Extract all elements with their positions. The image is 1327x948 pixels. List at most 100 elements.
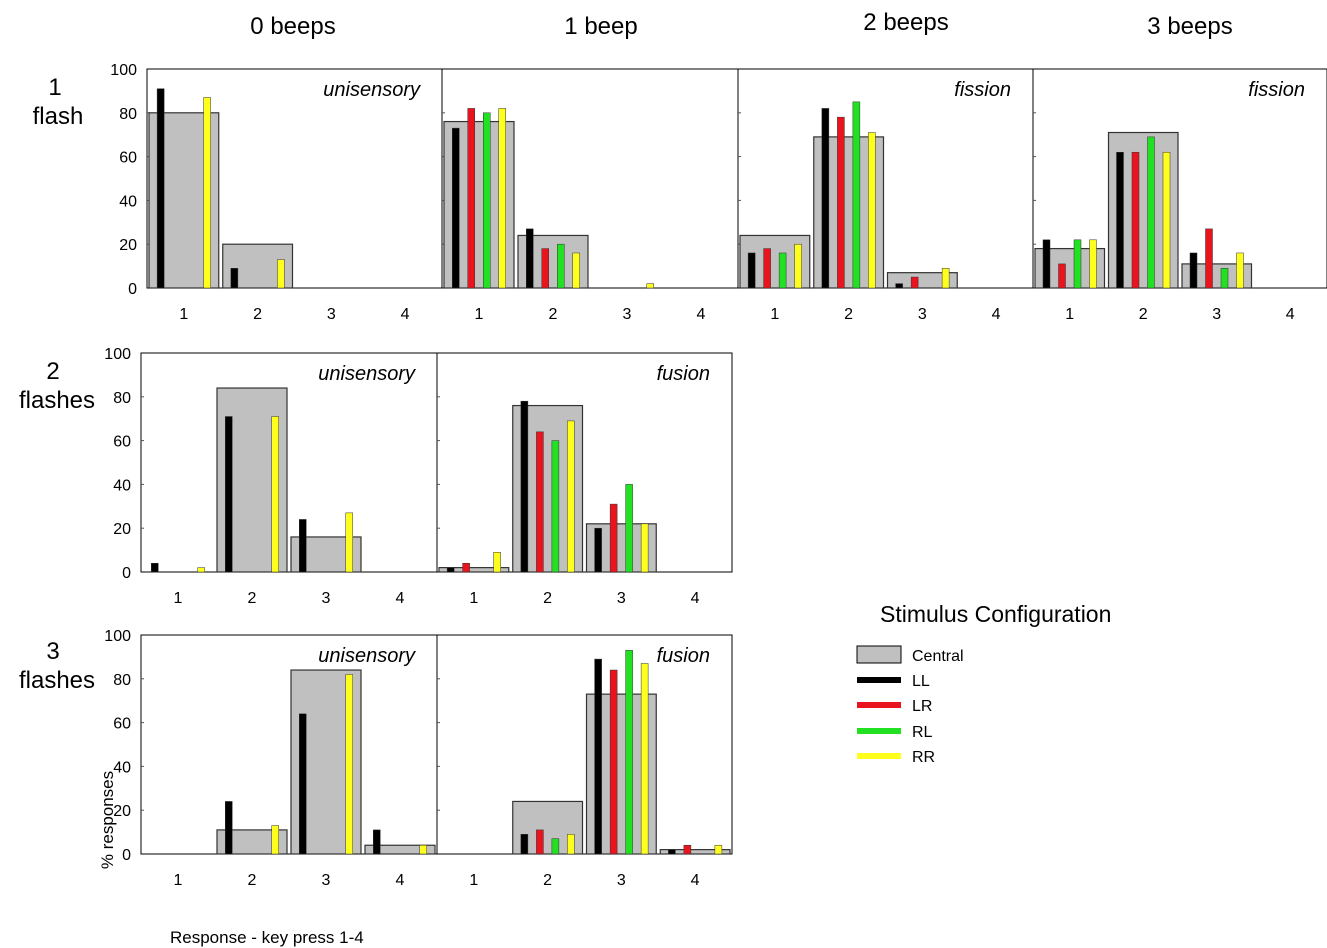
bar-rl-f1-b3-cat1 bbox=[1073, 239, 1082, 289]
bar-rr-f3-b0-cat3 bbox=[345, 674, 353, 855]
panel-frame-f3-b1 bbox=[436, 634, 733, 855]
bar-lr-f2-b1-cat1 bbox=[462, 562, 470, 573]
x-tick-label: 1 bbox=[770, 306, 779, 323]
x-tick-label: 3 bbox=[1212, 306, 1221, 323]
panel-annotation-f1-b2: fission bbox=[954, 79, 1011, 101]
x-tick-label: 1 bbox=[469, 872, 478, 889]
bar-ll-f1-b3-cat2 bbox=[1116, 151, 1124, 289]
bar-central-f2-b1-cat1 bbox=[438, 567, 510, 573]
y-tick-label: 0 bbox=[128, 281, 137, 298]
legend-label-lr: LR bbox=[912, 698, 932, 715]
legend-title: Stimulus Configuration bbox=[880, 601, 1111, 627]
x-tick-label: 4 bbox=[691, 872, 700, 889]
y-tick-label: 40 bbox=[119, 193, 137, 210]
panel-f1-b2: 1 2 3 4 fission bbox=[737, 68, 1034, 323]
bar-rr-f1-b0-cat2 bbox=[277, 259, 285, 289]
panel-f1-b0: 0 20 40 60 80 100 1 2 3 4 unisensory bbox=[110, 62, 443, 323]
row-label-3-number: 3 bbox=[46, 638, 59, 665]
bar-ll-f2-b1-cat1 bbox=[446, 567, 455, 573]
panel-f2-b0: 0 20 40 60 80 100 1 2 3 4 unisensory bbox=[104, 346, 438, 607]
column-label-2-beeps: 2 beeps bbox=[863, 9, 948, 36]
x-tick-label: 2 bbox=[248, 590, 257, 607]
bar-rr-f2-b0-cat2 bbox=[271, 416, 279, 573]
bar-rr-f1-b3-cat1 bbox=[1089, 239, 1097, 289]
legend-swatch-ll bbox=[857, 677, 901, 683]
bar-central-f3-b1-cat4 bbox=[659, 849, 731, 855]
bar-lr-f2-b1-cat2 bbox=[536, 431, 544, 573]
bar-ll-f1-b0-cat1 bbox=[156, 88, 165, 289]
bar-ll-f1-b1-cat2 bbox=[526, 228, 534, 289]
x-tick-label: 2 bbox=[248, 872, 257, 889]
bar-ll-f3-b0-cat2 bbox=[225, 801, 233, 855]
panel-annotation-f1-b0: unisensory bbox=[323, 79, 421, 101]
legend: Stimulus Configuration Central LL LR RL … bbox=[856, 601, 1111, 766]
y-tick-label: 20 bbox=[113, 803, 131, 820]
bar-rr-f2-b1-cat2 bbox=[567, 420, 575, 573]
legend-label-central: Central bbox=[912, 648, 964, 665]
bar-lr-f3-b1-cat4 bbox=[683, 844, 692, 855]
legend-swatch-lr bbox=[857, 702, 901, 708]
bar-rr-f3-b1-cat4 bbox=[714, 844, 723, 855]
bar-rr-f1-b2-cat2 bbox=[868, 132, 876, 289]
legend-label-rr: RR bbox=[912, 749, 935, 766]
row-label-3-word: flashes bbox=[19, 667, 95, 694]
bar-ll-f1-b0-cat2 bbox=[230, 268, 239, 289]
x-tick-label: 4 bbox=[1286, 306, 1295, 323]
x-tick-label: 1 bbox=[469, 590, 478, 607]
bar-ll-f3-b1-cat2 bbox=[520, 834, 529, 855]
panel-frame-f2-b1 bbox=[436, 352, 733, 573]
row-label-2-number: 2 bbox=[46, 358, 59, 385]
bar-rr-f2-b0-cat3 bbox=[345, 512, 353, 573]
bar-ll-f1-b2-cat2 bbox=[821, 108, 830, 289]
y-tick-label: 100 bbox=[110, 62, 137, 79]
bar-lr-f1-b3-cat2 bbox=[1131, 151, 1140, 289]
bar-rr-f1-b3-cat3 bbox=[1236, 252, 1244, 289]
legend-label-rl: RL bbox=[912, 724, 933, 741]
panel-frame-f1-b3 bbox=[1032, 68, 1327, 289]
y-tick-label: 100 bbox=[104, 346, 131, 363]
y-tick-label: 60 bbox=[113, 434, 131, 451]
y-tick-label: 0 bbox=[122, 847, 131, 864]
panel-frame-f2-b0 bbox=[140, 352, 438, 573]
bar-rl-f2-b1-cat2 bbox=[551, 440, 560, 573]
y-tick-label: 60 bbox=[113, 716, 131, 733]
y-tick-label: 20 bbox=[119, 237, 137, 254]
bar-rl-f3-b1-cat2 bbox=[551, 838, 560, 855]
bar-rr-f1-b2-cat3 bbox=[941, 268, 950, 289]
bar-ll-f3-b1-cat3 bbox=[594, 658, 602, 855]
x-tick-label: 3 bbox=[322, 590, 331, 607]
bar-ll-f2-b0-cat2 bbox=[225, 416, 233, 573]
bar-rr-f2-b1-cat1 bbox=[493, 552, 501, 573]
y-axis-label: % responses bbox=[98, 771, 117, 869]
y-tick-label: 100 bbox=[104, 628, 131, 645]
bar-rl-f3-b1-cat3 bbox=[625, 650, 633, 855]
bar-lr-f1-b1-cat1 bbox=[467, 108, 475, 289]
y-tick-label: 40 bbox=[113, 477, 131, 494]
x-tick-label: 2 bbox=[844, 306, 853, 323]
x-tick-label: 1 bbox=[174, 872, 183, 889]
bar-ll-f2-b1-cat3 bbox=[594, 527, 602, 573]
y-tick-label: 20 bbox=[113, 521, 131, 538]
bar-lr-f3-b1-cat2 bbox=[536, 829, 544, 855]
bar-ll-f1-b1-cat1 bbox=[452, 127, 460, 289]
panel-annotation-f2-b1: fusion bbox=[657, 363, 710, 385]
panel-annotation-f3-b1: fusion bbox=[657, 645, 710, 667]
bar-rl-f2-b1-cat3 bbox=[625, 484, 633, 573]
panel-f1-b3: 1 2 3 4 fission bbox=[1032, 68, 1327, 323]
row-label-1-number: 1 bbox=[48, 74, 61, 101]
bar-rr-f2-b1-cat3 bbox=[640, 523, 649, 573]
row-label-1-word: flash bbox=[33, 103, 84, 130]
bar-lr-f1-b3-cat1 bbox=[1058, 263, 1066, 289]
bar-rr-f1-b3-cat2 bbox=[1162, 151, 1171, 289]
column-label-1-beep: 1 beep bbox=[564, 13, 637, 40]
panel-annotation-f2-b0: unisensory bbox=[318, 363, 416, 385]
y-tick-label: 0 bbox=[122, 565, 131, 582]
y-tick-label: 80 bbox=[113, 390, 131, 407]
x-tick-label: 1 bbox=[475, 306, 484, 323]
panel-f3-b1: 1 2 3 4 fusion bbox=[436, 634, 733, 889]
x-tick-label: 3 bbox=[918, 306, 927, 323]
bar-central-f1-b2-cat3 bbox=[886, 272, 958, 289]
bar-rl-f1-b3-cat2 bbox=[1147, 136, 1155, 289]
y-tick-label: 80 bbox=[119, 106, 137, 123]
